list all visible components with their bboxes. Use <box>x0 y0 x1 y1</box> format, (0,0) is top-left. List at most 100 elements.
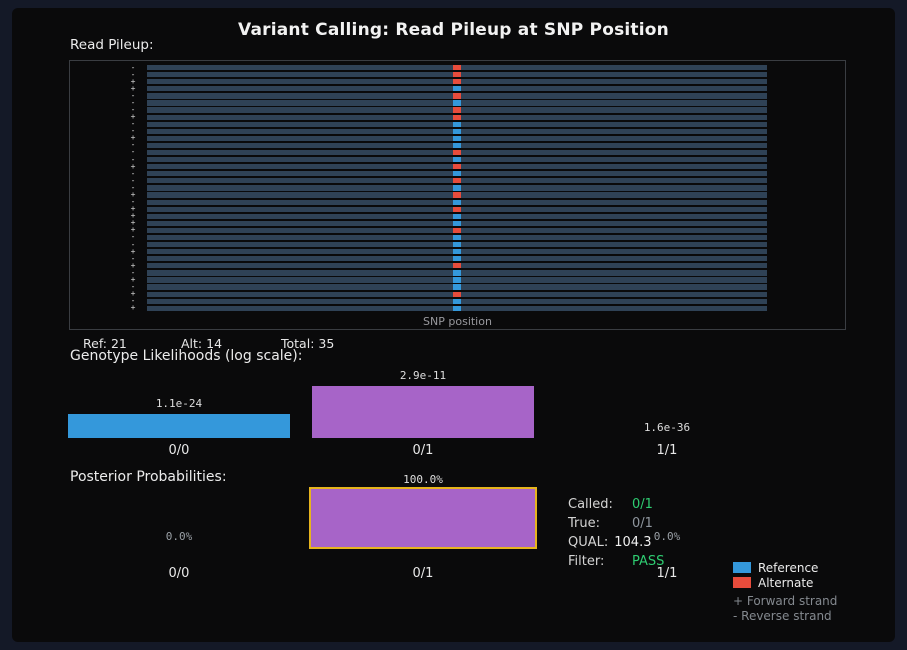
read-bar <box>147 72 767 78</box>
posterior-bar-0/1 <box>309 487 537 549</box>
snp-marker-ref <box>453 242 461 248</box>
reverse-strand-marker: - <box>130 267 136 277</box>
read-row: + <box>70 190 845 198</box>
read-row: - <box>70 141 845 149</box>
snp-marker-ref <box>453 135 461 141</box>
snp-marker-ref <box>453 121 461 127</box>
read-bar <box>147 234 767 241</box>
snp-marker-ref <box>453 86 461 92</box>
forward-strand-marker: + <box>130 260 136 270</box>
call-label: Called: <box>568 497 613 512</box>
read-bar <box>147 291 767 297</box>
reverse-strand-marker: - <box>130 62 136 72</box>
call-label: True: <box>568 516 600 531</box>
read-row: - <box>70 253 845 263</box>
call-summary-row: QUAL: 104.3 <box>568 535 738 551</box>
likelihood-chart: 1.1e-24 0/0 2.9e-11 0/1 1.6e-36 1/1 <box>68 368 783 458</box>
read-row: + <box>70 218 845 228</box>
likelihood-category-label: 1/1 <box>656 443 678 458</box>
read-bar <box>147 79 767 85</box>
snp-marker-ref <box>453 171 461 177</box>
read-bar <box>147 114 767 120</box>
read-bar <box>147 178 767 184</box>
snp-marker-alt <box>453 114 461 120</box>
snp-marker-ref <box>453 128 461 134</box>
forward-strand-marker: + <box>130 218 136 228</box>
legend-item-reference: Reference <box>733 561 819 575</box>
reverse-strand-marker: - <box>130 253 136 263</box>
forward-strand-marker: + <box>130 303 136 313</box>
read-row: + <box>70 226 845 234</box>
likelihood-value-label: 2.9e-11 <box>399 369 447 383</box>
strand-note: - Reverse strand <box>733 609 832 623</box>
read-row: + <box>70 275 845 283</box>
legend-label: Reference <box>758 561 819 575</box>
reverse-strand-marker: - <box>130 182 136 192</box>
snp-marker-ref <box>453 249 461 255</box>
read-bar <box>147 305 767 311</box>
snp-marker-ref <box>453 305 461 311</box>
read-row: + <box>70 303 845 313</box>
call-value: PASS <box>632 554 665 569</box>
posterior-category-label: 0/0 <box>168 566 190 581</box>
posterior-value-label: 0.0% <box>653 530 681 543</box>
read-row: - <box>70 126 845 136</box>
read-bar <box>147 199 767 205</box>
read-bar <box>147 284 767 290</box>
legend-item-alternate: Alternate <box>733 576 813 590</box>
forward-strand-marker: + <box>130 133 136 143</box>
read-row: - <box>70 168 845 178</box>
read-bar <box>147 142 767 149</box>
call-summary-row: Called: 0/1 <box>568 497 738 513</box>
read-bar <box>147 256 767 262</box>
snp-marker-ref <box>453 234 461 241</box>
read-bar <box>147 192 767 198</box>
read-bar <box>147 107 767 113</box>
snp-marker-ref <box>453 298 461 304</box>
read-pileup-panel: - - + + - - - + - - + - - - + - - - + - + + + + - - + - + - + - + - + SNP … <box>69 60 846 330</box>
snp-marker-ref <box>453 213 461 219</box>
snp-marker-alt <box>453 178 461 184</box>
snp-marker-alt <box>453 291 461 297</box>
snp-marker-ref <box>453 157 461 163</box>
page-title: Variant Calling: Read Pileup at SNP Posi… <box>238 20 669 40</box>
read-bar <box>147 121 767 127</box>
pileup-heading: Read Pileup: <box>70 37 154 53</box>
snp-marker-ref <box>453 284 461 290</box>
reverse-strand-marker: - <box>130 90 136 100</box>
snp-marker-ref <box>453 270 461 276</box>
reverse-strand-marker: - <box>130 175 136 185</box>
read-row: + <box>70 133 845 143</box>
likelihood-bar-0/0 <box>68 413 290 438</box>
posterior-category-label: 0/1 <box>412 566 434 581</box>
likelihood-category-label: 0/0 <box>168 443 190 458</box>
total-count: Total: 35 <box>281 336 335 351</box>
snp-marker-alt <box>453 192 461 198</box>
reverse-strand-marker: - <box>130 154 136 164</box>
snp-marker-ref <box>453 256 461 262</box>
reverse-strand-marker: - <box>130 126 136 136</box>
read-row: + <box>70 161 845 171</box>
read-row: - <box>70 69 845 79</box>
forward-strand-marker: + <box>130 76 136 86</box>
read-row: + <box>70 247 845 255</box>
snp-marker-alt <box>453 164 461 170</box>
snp-marker-alt <box>453 79 461 85</box>
read-row: + <box>70 205 845 213</box>
forward-strand-marker: + <box>130 161 136 171</box>
snp-marker-alt <box>453 65 461 71</box>
posterior-heading: Posterior Probabilities: <box>70 469 227 485</box>
posterior-value-label: 100.0% <box>403 473 443 486</box>
forward-strand-marker: + <box>130 83 136 93</box>
alt-count: Alt: 14 <box>181 336 223 351</box>
reverse-strand-marker: - <box>130 147 136 157</box>
reverse-strand-marker: - <box>130 69 136 79</box>
read-bar <box>147 263 767 269</box>
reverse-strand-marker: - <box>130 168 136 178</box>
snp-marker-ref <box>453 185 461 191</box>
read-bar <box>147 164 767 170</box>
read-bar <box>147 86 767 92</box>
posterior-category-label: 1/1 <box>656 566 678 581</box>
reverse-strand-marker: - <box>130 239 136 249</box>
